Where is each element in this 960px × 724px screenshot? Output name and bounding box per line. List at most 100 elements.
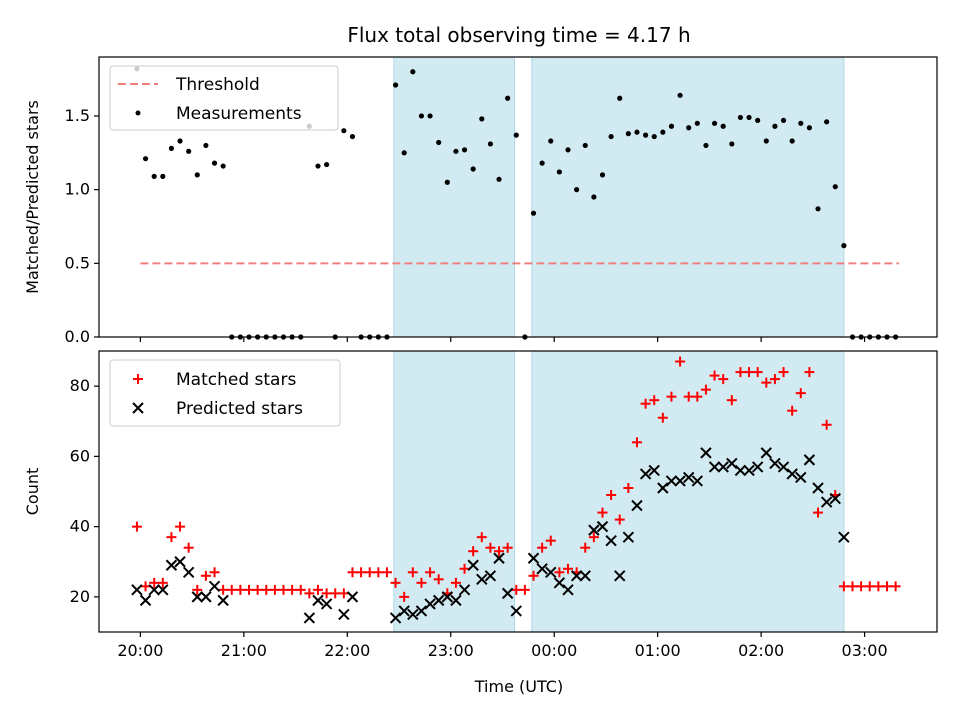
measurement-point xyxy=(341,128,347,134)
matched-point xyxy=(304,588,315,599)
x-tick-label: 02:00 xyxy=(738,641,784,660)
predicted-point xyxy=(726,457,738,470)
predicted-point xyxy=(596,520,609,533)
matched-point xyxy=(709,370,720,381)
measurement-point xyxy=(427,113,433,119)
predicted-point xyxy=(605,534,617,547)
predicted-point xyxy=(191,591,203,603)
measurement-point xyxy=(608,133,614,140)
measurement-point xyxy=(487,141,494,147)
measurement-point xyxy=(324,161,330,168)
matched-point xyxy=(856,581,867,592)
predicted-point xyxy=(148,584,160,596)
measurement-point xyxy=(496,176,502,182)
matched-point xyxy=(752,367,763,378)
measurement-point xyxy=(453,148,459,154)
y-tick-label: 1.5 xyxy=(65,106,90,125)
x-tick-label: 20:00 xyxy=(117,641,163,660)
predicted-point xyxy=(208,580,221,593)
legend-predicted-swatch xyxy=(132,402,144,414)
y-axis-label: Matched/Predicted stars xyxy=(23,100,42,294)
matched-point xyxy=(804,367,815,378)
matched-point xyxy=(485,542,496,553)
measurement-point xyxy=(470,166,476,172)
predicted-point xyxy=(467,559,479,571)
matched-point xyxy=(890,581,901,592)
matched-point xyxy=(769,374,780,385)
measurement-point xyxy=(436,139,442,146)
predicted-point xyxy=(389,612,402,624)
matched-point xyxy=(778,367,789,378)
matched-point xyxy=(588,532,599,543)
matched-point xyxy=(261,584,272,595)
measurement-point xyxy=(642,132,649,138)
matched-point xyxy=(563,563,574,574)
matched-point xyxy=(312,584,323,595)
predicted-point xyxy=(838,531,850,543)
y-tick-label: 60 xyxy=(70,446,90,465)
observing-span xyxy=(531,56,845,338)
matched-point xyxy=(821,419,832,430)
predicted-point xyxy=(450,594,462,607)
measurement-point xyxy=(160,173,166,179)
measurement-point xyxy=(599,172,606,178)
matched-point xyxy=(433,574,444,585)
predicted-point xyxy=(588,524,600,536)
observing-span xyxy=(393,350,516,633)
matched-point xyxy=(226,584,237,595)
measurement-point xyxy=(582,142,588,149)
measurement-point xyxy=(186,148,192,154)
predicted-point xyxy=(174,556,186,568)
star-count-points xyxy=(131,356,901,624)
predicted-point xyxy=(458,584,471,596)
measurement-point xyxy=(565,147,571,153)
predicted-point xyxy=(829,492,841,505)
measurement-point xyxy=(203,142,209,149)
predicted-point xyxy=(743,464,755,477)
legend-box xyxy=(109,359,341,427)
predicted-point xyxy=(476,573,488,586)
matched-point xyxy=(218,584,229,595)
predicted-point xyxy=(631,499,643,512)
matched-point xyxy=(192,584,203,595)
measurement-point xyxy=(755,117,761,123)
matched-point xyxy=(278,584,289,595)
measurement-point xyxy=(772,123,778,129)
measurement-point xyxy=(703,142,709,149)
predicted-point xyxy=(614,570,626,582)
matched-point xyxy=(450,577,461,588)
measurement-point xyxy=(625,131,631,137)
measurement-point xyxy=(694,120,700,126)
y-axis-label: Count xyxy=(23,468,42,516)
predicted-point xyxy=(665,475,678,487)
predicted-point xyxy=(553,577,566,589)
observing-spans xyxy=(393,350,845,633)
chart-title: Flux total observing time = 4.17 h xyxy=(347,23,690,47)
matched-point xyxy=(813,507,824,518)
matched-point xyxy=(399,591,410,602)
matched-point xyxy=(623,482,634,493)
measurement-point xyxy=(806,125,813,131)
matched-point xyxy=(356,567,367,578)
measurement-point xyxy=(841,243,847,249)
panel-count: 20 40 60 80 20:00 21:00 22:00 23:00 00:00 01:00 02… xyxy=(23,350,938,660)
measurement-point xyxy=(832,184,838,190)
matched-point xyxy=(838,581,849,592)
matched-point xyxy=(502,542,513,553)
measurement-point xyxy=(505,95,511,101)
measurement-point xyxy=(789,138,795,144)
predicted-point xyxy=(579,570,591,582)
measurement-point xyxy=(418,113,425,119)
measurement-point xyxy=(677,92,683,98)
measurement-point xyxy=(177,138,183,144)
matched-point xyxy=(735,367,746,378)
legend-threshold-label: Threshold xyxy=(175,75,260,95)
matched-point xyxy=(761,377,772,388)
matched-point xyxy=(494,546,505,557)
x-tick-label: 03:00 xyxy=(842,641,888,660)
legend: Matched stars Predicted stars xyxy=(109,359,341,427)
measurement-point xyxy=(513,132,519,138)
measurement-point xyxy=(686,125,692,131)
matched-point xyxy=(338,588,349,599)
matched-point xyxy=(580,542,591,553)
